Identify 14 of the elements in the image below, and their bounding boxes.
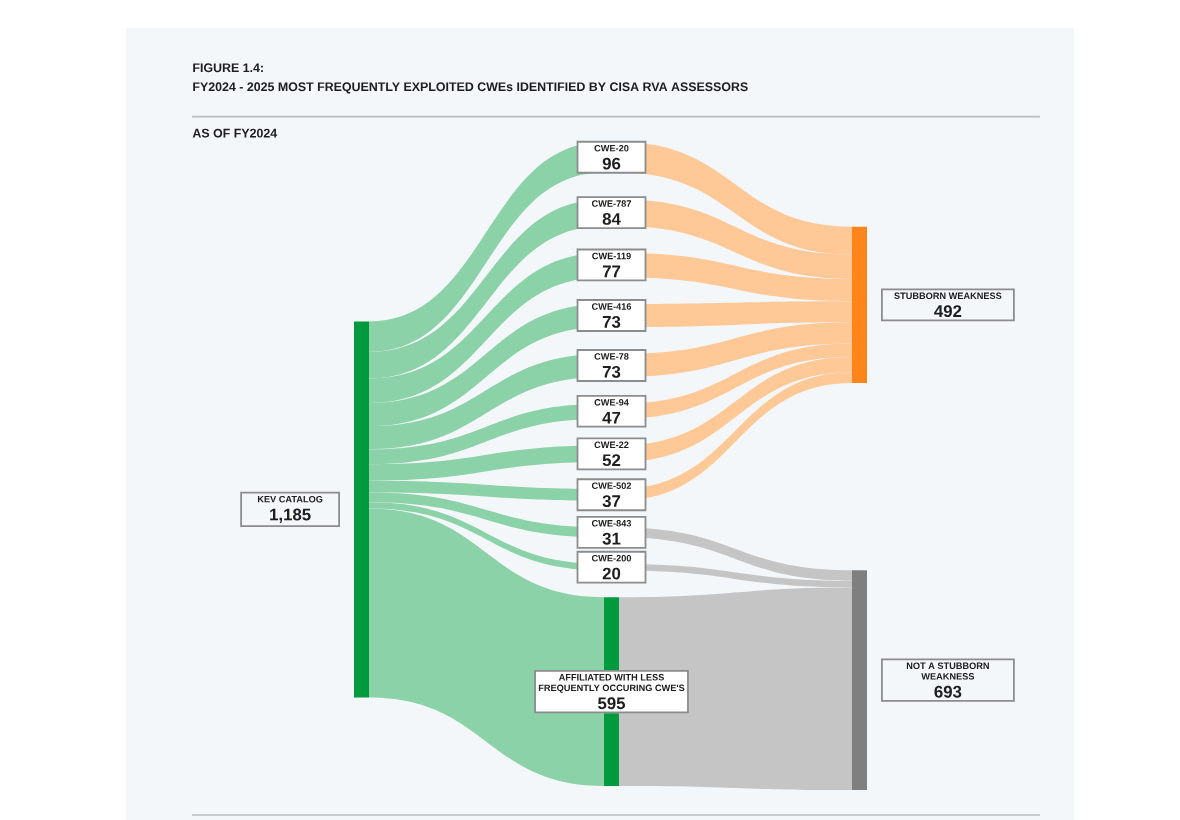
data-label: 73	[602, 315, 621, 328]
data-label: 52	[602, 454, 621, 467]
data-label: 37	[602, 495, 621, 508]
data-label: 84	[602, 212, 621, 225]
data-label: 47	[602, 411, 621, 424]
data-label: 20	[602, 567, 621, 580]
data-label: 96	[602, 157, 621, 170]
data-label: 77	[602, 265, 621, 278]
data-label: 595	[597, 697, 626, 710]
data-label: 73	[602, 365, 621, 378]
data-label: 31	[602, 532, 621, 545]
data-label: 1,185	[270, 508, 311, 523]
data-label: 492	[934, 305, 962, 318]
data-label: 693	[934, 685, 962, 698]
